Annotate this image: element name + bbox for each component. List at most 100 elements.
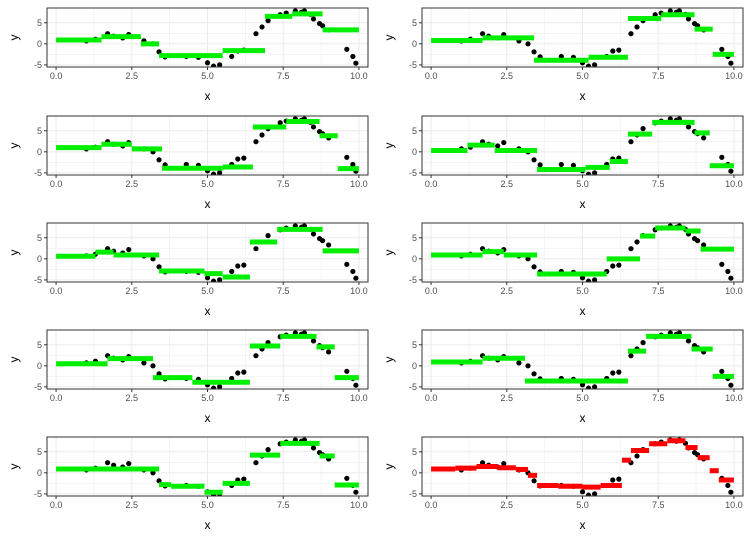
data-point	[628, 353, 634, 359]
data-point	[585, 63, 592, 67]
panel-7: 0.0 2.5 5.0 7.5 10.0 -5 0 5 x y	[7, 329, 369, 425]
data-point	[592, 491, 598, 496]
panel-8: 0.0 2.5 5.0 7.5 10.0 -5 0 5 x y	[382, 329, 744, 425]
y-tick-label: 5	[412, 447, 417, 457]
data-point	[525, 363, 531, 369]
data-point	[719, 154, 725, 160]
data-point	[353, 275, 359, 281]
x-tick-label: 0.0	[50, 286, 63, 296]
data-point	[217, 277, 223, 282]
x-tick-label: 7.5	[277, 71, 290, 81]
y-tick-label: 0	[412, 361, 417, 371]
x-tick-label: 7.5	[277, 286, 290, 296]
data-point	[531, 157, 537, 163]
data-point	[728, 60, 734, 66]
data-point	[353, 382, 359, 388]
data-point	[319, 23, 326, 29]
x-tick-label: 5.0	[201, 71, 214, 81]
x-tick-label: 5.0	[201, 286, 214, 296]
data-point	[126, 246, 132, 253]
x-tick-label: 10.0	[725, 500, 743, 510]
data-point	[210, 171, 217, 175]
x-tick-label: 7.5	[277, 393, 290, 403]
y-axis-title: y	[7, 357, 21, 363]
x-tick-label: 0.0	[50, 179, 63, 189]
fit-segments	[56, 440, 359, 495]
data-point	[344, 261, 350, 267]
data-point	[310, 124, 317, 130]
x-tick-label: 7.5	[652, 393, 665, 403]
data-point	[310, 16, 317, 22]
data-point	[253, 460, 259, 466]
panel-10: 0.0 2.5 5.0 7.5 10.0 -5 0 5 x y	[382, 436, 744, 532]
x-tick-label: 5.0	[201, 500, 214, 510]
y-tick-label: 0	[412, 468, 417, 478]
x-tick-label: 2.5	[126, 393, 139, 403]
data-point	[501, 460, 507, 467]
x-tick-label: 2.5	[126, 286, 139, 296]
data-point	[592, 277, 598, 282]
data-point	[253, 353, 259, 359]
y-tick-label: -5	[34, 382, 42, 392]
x-tick-label: 10.0	[350, 393, 368, 403]
y-tick-label: -5	[409, 168, 417, 178]
x-axis-title: x	[580, 411, 586, 425]
data-point	[310, 338, 317, 344]
data-point	[516, 360, 522, 366]
y-tick-label: 5	[412, 126, 417, 136]
data-point	[210, 278, 217, 282]
fit-segments	[431, 438, 734, 490]
x-tick-label: 0.0	[425, 286, 438, 296]
data-point	[229, 53, 235, 60]
data-point	[610, 477, 616, 483]
data-point	[610, 48, 616, 54]
data-point	[694, 238, 701, 244]
data-point	[719, 46, 725, 52]
data-point	[265, 447, 271, 453]
data-point	[610, 263, 616, 269]
x-tick-label: 10.0	[725, 71, 743, 81]
x-axis-title: x	[205, 518, 211, 532]
data-point	[701, 242, 707, 248]
data-point	[253, 139, 259, 145]
y-axis-title: y	[382, 250, 396, 256]
data-point	[241, 369, 247, 375]
fit-segments	[431, 333, 734, 384]
x-axis-title: x	[580, 197, 586, 211]
data-point	[525, 41, 531, 47]
data-point	[579, 489, 586, 495]
x-tick-label: 5.0	[201, 393, 214, 403]
y-tick-label: -5	[409, 275, 417, 285]
y-tick-label: 5	[412, 18, 417, 28]
y-axis-title: y	[7, 35, 21, 41]
x-tick-label: 2.5	[126, 179, 139, 189]
data-point	[217, 62, 223, 67]
y-tick-label: 5	[37, 18, 42, 28]
data-point	[634, 24, 640, 30]
panel-1: 0.0 2.5 5.0 7.5 10.0 -5 0 5 x y	[7, 7, 369, 103]
panel-4: 0.0 2.5 5.0 7.5 10.0 -5 0 5 x y	[382, 115, 744, 211]
fit-segments	[431, 225, 734, 277]
x-tick-label: 0.0	[425, 393, 438, 403]
data-point	[501, 139, 507, 146]
data-point	[628, 31, 634, 37]
x-tick-label: 5.0	[576, 393, 589, 403]
data-point	[241, 155, 247, 161]
data-point	[610, 370, 616, 376]
data-point	[217, 170, 223, 175]
x-axis-title: x	[580, 304, 586, 318]
data-point	[310, 445, 317, 451]
data-point	[531, 49, 537, 55]
y-tick-label: -5	[409, 382, 417, 392]
x-tick-label: 0.0	[50, 500, 63, 510]
y-tick-label: 0	[37, 147, 42, 157]
data-point	[344, 368, 350, 374]
data-point	[259, 24, 265, 30]
data-point	[310, 231, 317, 237]
data-point	[634, 453, 640, 459]
y-tick-label: 0	[37, 254, 42, 264]
fit-segments	[56, 333, 359, 385]
data-point	[350, 53, 356, 60]
data-point	[640, 340, 646, 346]
fit-segments	[431, 119, 734, 173]
